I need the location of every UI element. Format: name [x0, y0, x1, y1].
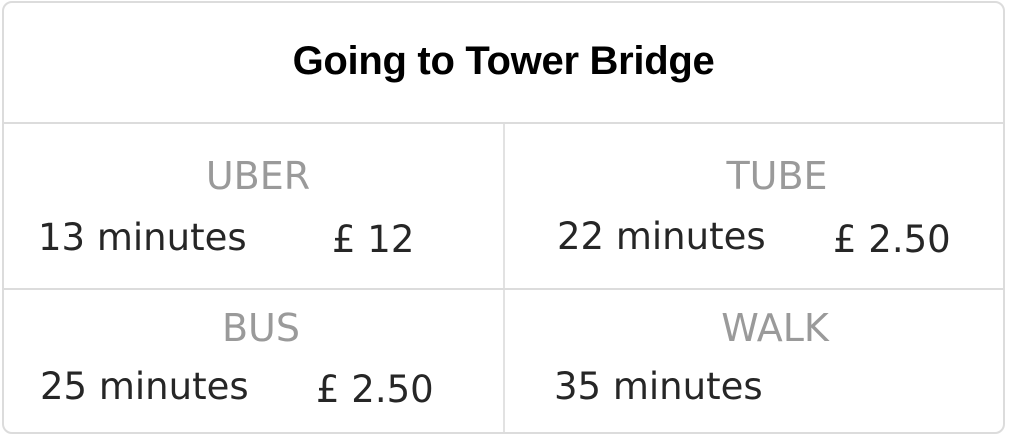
duration-uber: 13 minutes	[38, 216, 247, 259]
price-bus: £ 2.50	[316, 368, 434, 411]
mode-label-tube: TUBE	[726, 154, 828, 198]
duration-tube: 22 minutes	[557, 215, 766, 258]
duration-walk: 35 minutes	[554, 365, 763, 408]
mode-label-uber: UBER	[205, 154, 311, 198]
mode-label-bus: BUS	[221, 306, 301, 350]
price-uber: £ 12	[332, 218, 415, 261]
card-header: Going to Tower Bridge	[4, 3, 1003, 124]
option-walk[interactable]: WALK 35 minutes	[505, 290, 1003, 432]
duration-bus: 25 minutes	[40, 365, 249, 408]
card-title: Going to Tower Bridge	[292, 39, 715, 83]
price-tube: £ 2.50	[833, 218, 951, 261]
horizontal-divider	[4, 288, 1003, 290]
option-bus[interactable]: BUS 25 minutes £ 2.50	[4, 290, 503, 432]
option-uber[interactable]: UBER 13 minutes £ 12	[4, 124, 503, 288]
vertical-divider	[503, 124, 505, 432]
mode-label-walk: WALK	[721, 306, 829, 350]
option-tube[interactable]: TUBE 22 minutes £ 2.50	[505, 124, 1003, 288]
